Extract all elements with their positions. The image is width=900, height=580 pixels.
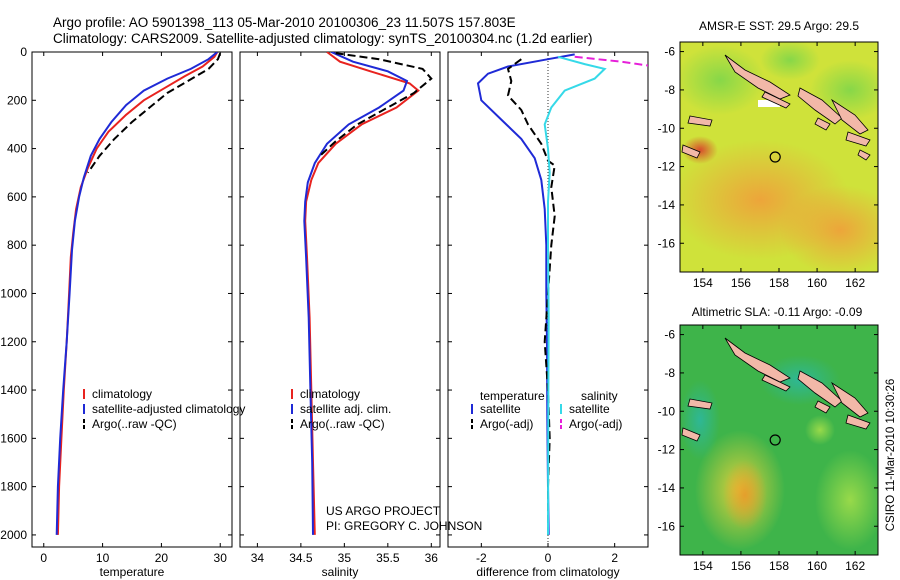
legend-label: satellite bbox=[480, 402, 521, 416]
map-ytick-label: -12 bbox=[658, 160, 676, 174]
series-difference-3 bbox=[574, 55, 648, 67]
map-ytick-label: -10 bbox=[658, 404, 676, 418]
map-xtick-label: 162 bbox=[845, 276, 865, 290]
series-temperature-1 bbox=[55, 52, 218, 535]
series-difference-0 bbox=[476, 53, 575, 535]
sla-map-title: Altimetric SLA: -0.11 Argo: -0.09 bbox=[692, 305, 863, 319]
ytick-label: 200 bbox=[7, 93, 27, 107]
map-xtick-label: 156 bbox=[731, 559, 751, 573]
sst-islands bbox=[681, 54, 871, 161]
legend-label: Argo(-adj) bbox=[569, 417, 622, 431]
legend-label: Argo(..raw -QC) bbox=[92, 417, 177, 431]
csiro-timestamp: CSIRO 11-Mar-2010 10:30:26 bbox=[885, 379, 897, 532]
xlabel-temperature: temperature bbox=[100, 565, 165, 579]
sst-map: AMSR-E SST: 29.5 Argo: 29.5 bbox=[679, 19, 879, 273]
axes-map_sst: 154 156 158 160 162 -6 -8 -10 -12 -14 -16 bbox=[658, 42, 878, 290]
xtick-label: 30 bbox=[214, 551, 228, 565]
panel-temperature: 0 200 400 600 800 1000 1200 1400 1600 1800 2000 0 10… bbox=[0, 45, 245, 579]
legend-title-salinity: salinity bbox=[581, 389, 618, 403]
map-xtick-label: 160 bbox=[807, 559, 827, 573]
map-xtick-label: 154 bbox=[693, 559, 713, 573]
xtick-label: 0 bbox=[545, 551, 552, 565]
map-ytick-label: -12 bbox=[658, 443, 676, 457]
xtick-label: -2 bbox=[476, 551, 487, 565]
series-salinity-0 bbox=[304, 52, 420, 535]
axes-frame-temperature bbox=[31, 51, 233, 548]
xtick-label: 34 bbox=[251, 551, 265, 565]
ytick-label: 400 bbox=[7, 142, 27, 156]
xtick-label: 10 bbox=[96, 551, 110, 565]
map-xtick-label: 160 bbox=[807, 276, 827, 290]
ytick-label: 1400 bbox=[0, 383, 27, 397]
ytick-label: 1800 bbox=[0, 480, 27, 494]
legend-label: satellite-adjusted climatology bbox=[92, 402, 245, 416]
ytick-label: 1600 bbox=[0, 431, 27, 445]
map-xtick-label: 158 bbox=[769, 276, 789, 290]
sla-islands bbox=[681, 337, 871, 442]
map-ytick-label: -8 bbox=[664, 83, 675, 97]
series-temperature-0 bbox=[56, 52, 219, 535]
header-line2: Climatology: CARS2009. Satellite-adjuste… bbox=[53, 31, 593, 46]
map-ytick-label: -14 bbox=[658, 481, 676, 495]
map-xtick-label: 154 bbox=[693, 276, 713, 290]
ytick-label: 1000 bbox=[0, 286, 27, 300]
series-salinity-2 bbox=[319, 52, 433, 157]
panel-salinity: 34 34.5 35 35.5 36 salinity climatologysatelli… bbox=[239, 51, 441, 579]
map-ytick-label: -10 bbox=[658, 121, 676, 135]
map-ytick-label: -8 bbox=[664, 366, 675, 380]
map-ytick-label: -16 bbox=[658, 236, 676, 250]
xlabel-salinity: salinity bbox=[322, 565, 359, 579]
xtick-label: 34.5 bbox=[289, 551, 313, 565]
series-salinity-1 bbox=[303, 52, 409, 535]
xtick-label: 0 bbox=[40, 551, 47, 565]
xtick-label: 20 bbox=[155, 551, 169, 565]
xtick-label: 35 bbox=[338, 551, 352, 565]
map-xtick-label: 162 bbox=[845, 559, 865, 573]
ytick-label: 600 bbox=[7, 190, 27, 204]
map-xtick-label: 156 bbox=[731, 276, 751, 290]
legend-label: Argo(-adj) bbox=[480, 417, 533, 431]
sst-field bbox=[680, 42, 878, 272]
legend-label: Argo(..raw -QC) bbox=[300, 417, 385, 431]
credit-line2: PI: GREGORY C. JOHNSON bbox=[326, 519, 482, 533]
ytick-label: 800 bbox=[7, 238, 27, 252]
ytick-label: 0 bbox=[20, 45, 27, 59]
legend-label: satellite adj. clim. bbox=[300, 402, 391, 416]
map-ytick-label: -16 bbox=[658, 519, 676, 533]
legend-label: climatology bbox=[92, 387, 152, 401]
map-xtick-label: 158 bbox=[769, 559, 789, 573]
series-difference-2 bbox=[543, 55, 607, 535]
legend-title-temperature: temperature bbox=[480, 389, 545, 403]
sla-field bbox=[680, 325, 878, 555]
map-ytick-label: -14 bbox=[658, 198, 676, 212]
legend-label: satellite bbox=[569, 402, 610, 416]
xtick-label: 2 bbox=[611, 551, 618, 565]
legend-label: climatology bbox=[300, 387, 360, 401]
header-line1: Argo profile: AO 5901398_113 05-Mar-2010… bbox=[53, 15, 516, 30]
argo-location-marker bbox=[769, 151, 781, 163]
xtick-label: 35.5 bbox=[376, 551, 400, 565]
xlabel-difference: difference from climatology bbox=[476, 565, 619, 579]
axes-frame-salinity bbox=[239, 51, 441, 548]
xtick-label: 36 bbox=[425, 551, 439, 565]
sst-map-title: AMSR-E SST: 29.5 Argo: 29.5 bbox=[699, 19, 859, 33]
ytick-label: 2000 bbox=[0, 528, 27, 542]
credit-line1: US ARGO PROJECT bbox=[326, 504, 441, 518]
map-ytick-label: -6 bbox=[664, 45, 675, 59]
sla-map: Altimetric SLA: -0.11 Argo: -0.09 bbox=[679, 305, 879, 556]
argo-location-marker bbox=[769, 434, 781, 446]
ytick-label: 1200 bbox=[0, 335, 27, 349]
map-ytick-label: -6 bbox=[664, 328, 675, 342]
axes-map_sla: 154 156 158 160 162 -6 -8 -10 -12 -14 -16 bbox=[658, 325, 878, 573]
series-temperature-2 bbox=[87, 52, 222, 174]
